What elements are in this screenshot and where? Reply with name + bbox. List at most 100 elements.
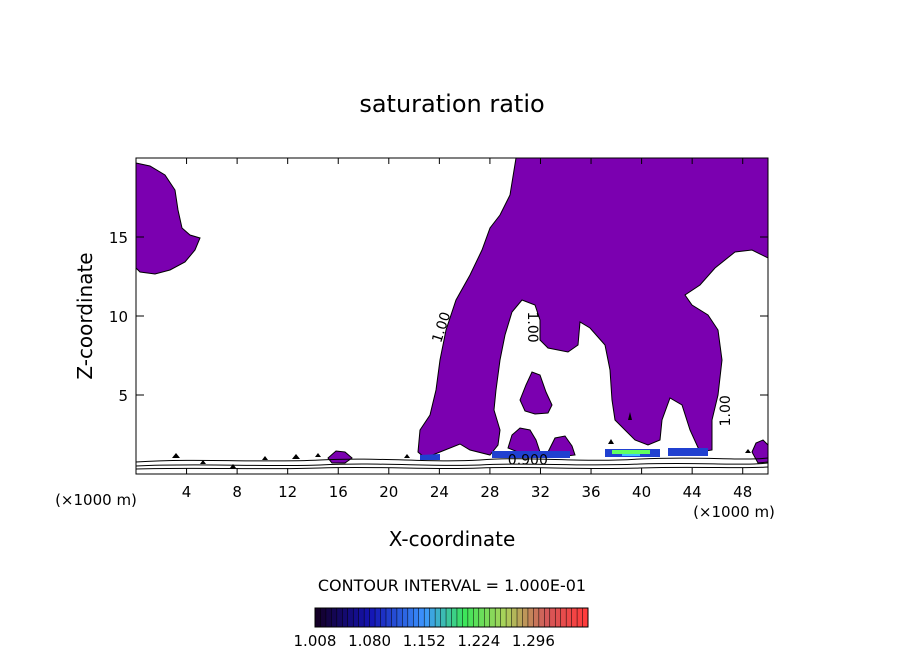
colorbar-bin (571, 608, 578, 627)
x-ticks: 4 8 12 16 20 24 28 32 36 40 44 48 (182, 158, 752, 501)
y-axis-title: Z-coordinate (73, 252, 97, 379)
saturated-region-lower-blob (507, 427, 541, 456)
colorbar-tick-label: 1.296 (512, 632, 555, 650)
surface-patch-cyan (622, 454, 640, 456)
x-tick-label: 20 (379, 483, 398, 501)
surface-speck (315, 453, 321, 457)
surface-patch-blue-1 (420, 454, 440, 460)
contour-label: 1.00 (524, 311, 540, 342)
y-tick-label: 5 (118, 387, 128, 405)
contour-label: 0.900 (508, 453, 548, 469)
surface-patch-blue-4 (668, 448, 708, 456)
colorbar-bin (325, 608, 332, 627)
colorbar-bin (418, 608, 425, 627)
colorbar-bin (353, 608, 359, 627)
colorbar-bin (495, 608, 501, 627)
surface-high-saturation-patches (420, 448, 708, 460)
colorbar-bin (451, 608, 458, 627)
colorbar (314, 607, 589, 628)
x-tick-label: 32 (531, 483, 550, 501)
colorbar-bin (484, 608, 491, 627)
colorbar-bin (358, 608, 365, 627)
colorbar-bin (380, 608, 387, 627)
x-tick-label: 12 (278, 483, 297, 501)
colorbar-bin (582, 608, 589, 627)
colorbar-bin (506, 608, 512, 627)
surface-speck (404, 454, 410, 458)
surface-speck (200, 460, 206, 464)
colorbar-bin (538, 608, 545, 627)
colorbar-tick-label: 1.080 (348, 632, 391, 650)
colorbar-bin (407, 608, 414, 627)
colorbar-bin (331, 608, 338, 627)
colorbar-bin (566, 608, 572, 627)
x-tick-label: 44 (683, 483, 702, 501)
x-tick-label: 4 (182, 483, 192, 501)
x-tick-label: 16 (329, 483, 348, 501)
x-unit-right: (×1000 m) (693, 503, 775, 521)
x-unit-left: (×1000 m) (55, 491, 137, 509)
surface-speck (292, 454, 300, 459)
colorbar-bin (555, 608, 561, 627)
surface-contour-lines (135, 457, 769, 470)
surface-speck (230, 464, 236, 468)
x-axis-title: X-coordinate (389, 527, 516, 551)
colorbar-bin (577, 608, 583, 627)
surface-speck (262, 456, 268, 460)
colorbar-tick-label: 1.224 (457, 632, 500, 650)
colorbar-frame (314, 607, 589, 628)
colorbar-tick-label: 1.008 (294, 632, 337, 650)
contour-labels: 1.00 1.001.000.900 (429, 310, 734, 468)
x-tick-label: 8 (232, 483, 242, 501)
colorbar-labels: 1.008 1.080 1.152 1.224 1.296 (294, 632, 555, 650)
contour-label: 1.00 (718, 395, 734, 426)
saturated-region-right-blob (751, 439, 769, 464)
colorbar-bin (440, 608, 447, 627)
colorbar-bin (527, 608, 534, 627)
y-ticks: 5 10 15 (109, 229, 768, 405)
colorbar-bin (489, 608, 496, 627)
colorbar-bin (517, 608, 523, 627)
colorbar-bin (369, 608, 376, 627)
colorbar-bin (511, 608, 518, 627)
colorbar-bin (402, 608, 409, 627)
colorbar-bin (533, 608, 540, 627)
colorbar-bin (413, 608, 420, 627)
colorbar-bin (435, 608, 441, 627)
saturated-region-inner-blob (519, 371, 553, 415)
x-tick-label: 28 (480, 483, 499, 501)
colorbar-bin (391, 608, 398, 627)
x-tick-label: 36 (581, 483, 600, 501)
colorbar-tick-label: 1.152 (403, 632, 446, 650)
colorbar-bin (396, 608, 403, 627)
colorbar-bin (385, 608, 392, 627)
colorbar-bin (549, 608, 556, 627)
saturated-region-top-left (135, 162, 201, 275)
colorbar-bin (467, 608, 474, 627)
y-tick-label: 10 (109, 308, 128, 326)
colorbar-bin (342, 608, 349, 627)
x-tick-label: 40 (632, 483, 651, 501)
surface-patch-blue-2 (492, 451, 570, 458)
colorbar-bin (446, 608, 452, 627)
colorbar-bin (364, 608, 370, 627)
chart-title: saturation ratio (359, 90, 544, 118)
contour-interval-label: CONTOUR INTERVAL = 1.000E-01 (318, 576, 586, 595)
colorbar-bin (500, 608, 507, 627)
colorbar-bin (478, 608, 485, 627)
colorbar-bin (320, 608, 327, 627)
colorbar-bin (336, 608, 343, 627)
surface-speck (745, 449, 751, 453)
plot-area: 1.00 1.001.000.900 4 8 12 16 20 24 28 32 36 40 44 48… (109, 157, 769, 501)
saturated-region-low-left (327, 450, 353, 464)
colorbar-bin (375, 608, 381, 627)
surface-speck (172, 453, 180, 458)
colorbar-bin (544, 608, 551, 627)
colorbar-bin (522, 608, 529, 627)
surface-speck (628, 412, 632, 420)
surface-speck (608, 439, 614, 444)
colorbar-bin (424, 608, 430, 627)
saturated-region-main (417, 157, 769, 459)
colorbar-bin (347, 608, 354, 627)
